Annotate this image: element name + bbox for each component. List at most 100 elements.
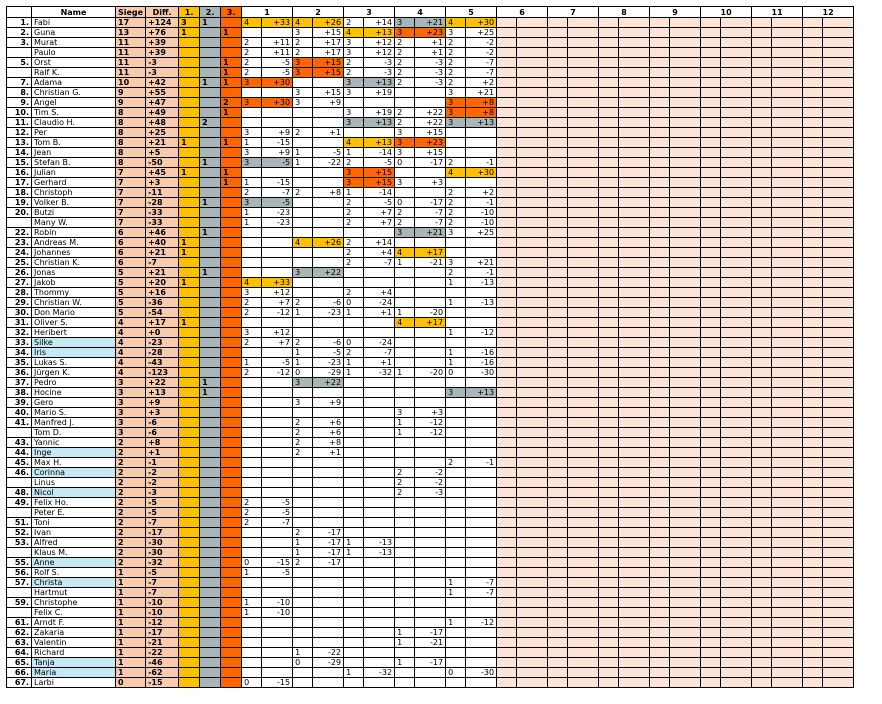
round-points-cell[interactable]: 4: [343, 137, 365, 148]
round-diff-cell[interactable]: [414, 167, 447, 178]
round-diff-cell[interactable]: [261, 237, 294, 248]
round-diff-cell[interactable]: [720, 397, 753, 408]
round-points-cell[interactable]: [241, 477, 263, 488]
round-diff-cell[interactable]: [720, 387, 753, 398]
round-points-cell[interactable]: 1: [343, 537, 365, 548]
second-place-cell[interactable]: [199, 317, 222, 328]
round-points-cell[interactable]: [802, 267, 824, 278]
round-diff-cell[interactable]: [567, 197, 600, 208]
round-points-cell[interactable]: [445, 597, 467, 608]
round-points-cell[interactable]: [802, 337, 824, 348]
round-points-cell[interactable]: [598, 637, 620, 648]
round-diff-cell[interactable]: [465, 487, 498, 498]
round-points-cell[interactable]: [598, 317, 620, 328]
round-diff-cell[interactable]: [414, 567, 447, 578]
round-points-cell[interactable]: [802, 227, 824, 238]
round-diff-cell[interactable]: [822, 357, 855, 368]
siege-cell[interactable]: 2: [114, 507, 147, 518]
rank-cell[interactable]: 67.: [6, 677, 32, 688]
round-diff-cell[interactable]: [363, 427, 396, 438]
first-place-cell[interactable]: [178, 197, 201, 208]
name-cell[interactable]: Angel: [31, 97, 116, 108]
round-points-cell[interactable]: [496, 547, 518, 558]
third-place-header[interactable]: 3.: [220, 6, 243, 18]
round-diff-cell[interactable]: [363, 557, 396, 568]
round-points-cell[interactable]: [802, 447, 824, 458]
round-diff-cell[interactable]: [822, 407, 855, 418]
name-cell[interactable]: Christophe: [31, 597, 116, 608]
round-points-cell[interactable]: [700, 537, 722, 548]
round-diff-cell[interactable]: [516, 237, 549, 248]
round-diff-cell[interactable]: +15: [363, 167, 396, 178]
round-diff-cell[interactable]: [720, 297, 753, 308]
round-points-cell[interactable]: [802, 87, 824, 98]
siege-cell[interactable]: 7: [114, 217, 147, 228]
round-points-cell[interactable]: [241, 397, 263, 408]
round-diff-cell[interactable]: -1: [465, 157, 498, 168]
round-points-cell[interactable]: [394, 567, 416, 578]
round-points-cell[interactable]: [700, 567, 722, 578]
first-place-cell[interactable]: [178, 547, 201, 558]
round-points-cell[interactable]: [802, 327, 824, 338]
round-points-cell[interactable]: 2: [292, 187, 314, 198]
round-points-cell[interactable]: [496, 247, 518, 258]
round-points-cell[interactable]: [649, 527, 671, 538]
round-diff-cell[interactable]: [312, 627, 345, 638]
round-diff-cell[interactable]: +1: [414, 47, 447, 58]
round-points-cell[interactable]: [751, 447, 773, 458]
round-diff-cell[interactable]: [516, 347, 549, 358]
diff-cell[interactable]: +3: [145, 177, 180, 188]
round-diff-cell[interactable]: [618, 67, 651, 78]
first-place-cell[interactable]: [178, 147, 201, 158]
name-cell[interactable]: Tanja: [31, 657, 116, 668]
round-diff-cell[interactable]: [567, 677, 600, 688]
first-place-cell[interactable]: [178, 297, 201, 308]
round-points-cell[interactable]: [496, 487, 518, 498]
round-points-cell[interactable]: [700, 57, 722, 68]
round-diff-cell[interactable]: +1: [363, 357, 396, 368]
first-place-cell[interactable]: [178, 557, 201, 568]
round-points-cell[interactable]: [241, 437, 263, 448]
third-place-cell[interactable]: [220, 267, 243, 278]
round-diff-cell[interactable]: [618, 217, 651, 228]
round-points-cell[interactable]: [802, 357, 824, 368]
round-points-cell[interactable]: [394, 597, 416, 608]
round-points-cell[interactable]: [496, 327, 518, 338]
round-points-cell[interactable]: [598, 117, 620, 128]
third-place-cell[interactable]: [220, 337, 243, 348]
round-diff-cell[interactable]: [669, 97, 702, 108]
second-place-cell[interactable]: [199, 457, 222, 468]
second-place-cell[interactable]: [199, 507, 222, 518]
round-diff-cell[interactable]: [414, 587, 447, 598]
siege-cell[interactable]: 11: [114, 47, 147, 58]
round-points-cell[interactable]: [649, 437, 671, 448]
round-points-cell[interactable]: [496, 277, 518, 288]
third-place-cell[interactable]: [220, 357, 243, 368]
rank-cell[interactable]: 23.: [6, 237, 32, 248]
round-diff-cell[interactable]: -5: [261, 67, 294, 78]
round-diff-cell[interactable]: [618, 47, 651, 58]
round-diff-cell[interactable]: [771, 427, 804, 438]
round-diff-cell[interactable]: [516, 667, 549, 678]
round-diff-cell[interactable]: [771, 397, 804, 408]
round-diff-cell[interactable]: [771, 207, 804, 218]
round-diff-cell[interactable]: [771, 507, 804, 518]
round-diff-cell[interactable]: -2: [414, 467, 447, 478]
round-diff-cell[interactable]: [516, 177, 549, 188]
round-diff-cell[interactable]: [618, 147, 651, 158]
round-points-cell[interactable]: [547, 307, 569, 318]
round-points-cell[interactable]: [496, 207, 518, 218]
round-points-cell[interactable]: [649, 347, 671, 358]
round-points-cell[interactable]: [496, 477, 518, 488]
round-points-cell[interactable]: 2: [292, 37, 314, 48]
round-points-cell[interactable]: [700, 317, 722, 328]
round-diff-cell[interactable]: [771, 367, 804, 378]
round-points-cell[interactable]: [700, 467, 722, 478]
round-diff-cell[interactable]: [414, 277, 447, 288]
round-points-cell[interactable]: [802, 47, 824, 58]
round-diff-cell[interactable]: [771, 97, 804, 108]
round-diff-cell[interactable]: -23: [312, 357, 345, 368]
round-points-cell[interactable]: [496, 677, 518, 688]
round-diff-cell[interactable]: -5: [261, 197, 294, 208]
name-cell[interactable]: Julian: [31, 167, 116, 178]
